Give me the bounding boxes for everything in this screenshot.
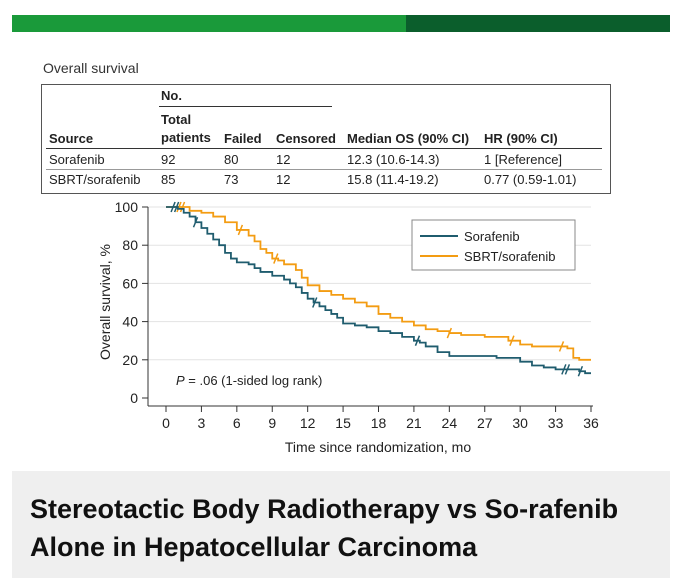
summary-table (41, 84, 611, 194)
censor-mark (577, 365, 584, 377)
censor-mark (273, 253, 279, 264)
censor-mark (192, 217, 199, 228)
censor-mark (561, 364, 567, 375)
legend-box (411, 219, 576, 271)
row-hr: 1 [Reference] (484, 152, 563, 167)
x-tick-label: 27 (477, 415, 493, 431)
x-tick-label: 6 (233, 415, 241, 431)
y-tick-label: 0 (130, 390, 138, 406)
survival-curve-sorafenib (166, 206, 591, 375)
axes (142, 206, 593, 412)
p-value-annotation: P = .06 (1-sided log rank) (176, 373, 322, 388)
legend: Sorafenib SBRT/sorafenib (411, 219, 576, 271)
x-tick-label: 36 (583, 415, 599, 431)
section-title: Overall survival (43, 60, 139, 76)
y-tick-label: 80 (122, 237, 138, 253)
row-censored: 12 (276, 172, 291, 187)
table-group-header: No. (161, 88, 182, 103)
censor-mark (173, 201, 180, 213)
header-source: Source (49, 131, 94, 146)
row-censored: 12 (276, 152, 291, 167)
header-total-line1: Total (161, 112, 192, 127)
header-rule (46, 148, 602, 149)
header-censored: Censored (276, 131, 336, 146)
p-value-text: = .06 (1-sided log rank) (185, 373, 323, 388)
x-tick-label: 24 (442, 415, 458, 431)
x-tick-label: 0 (162, 415, 170, 431)
censor-mark (179, 201, 186, 213)
row-total: 92 (161, 152, 176, 167)
censor-mark (564, 364, 571, 375)
legend-label-sorafenib: Sorafenib (464, 229, 520, 244)
header-bar-green-segment (12, 15, 406, 32)
footer-banner (12, 471, 670, 578)
censor-mark (509, 335, 515, 346)
censor-mark (237, 224, 244, 236)
row-median-os: 15.8 (11.4-19.2) (347, 172, 439, 187)
censor-mark (176, 201, 182, 213)
censor-mark (414, 335, 421, 346)
row-failed: 73 (224, 172, 239, 187)
y-tick-label: 20 (122, 352, 138, 368)
survival-curves (166, 201, 591, 377)
x-tick-label: 15 (335, 415, 351, 431)
header-failed: Failed (224, 131, 262, 146)
x-tick-label: 12 (300, 415, 316, 431)
row-source: Sorafenib (49, 152, 105, 167)
y-tick-label: 100 (115, 199, 139, 215)
censor-mark (312, 297, 318, 308)
x-tick-label: 9 (268, 415, 276, 431)
censor-mark (170, 201, 176, 213)
censor-mark (558, 341, 565, 352)
x-tick-label: 30 (512, 415, 528, 431)
row-divider (46, 169, 602, 170)
row-total: 85 (161, 172, 176, 187)
censor-mark (446, 327, 453, 339)
header-bar-dark-segment (406, 15, 670, 32)
article-title: Stereotactic Body Radiotherapy vs So-raf… (30, 494, 619, 562)
p-symbol: P (176, 373, 185, 388)
header-total-line2: patients (161, 130, 211, 145)
row-source: SBRT/sorafenib (49, 172, 141, 187)
y-tick-label: 40 (122, 314, 138, 330)
y-tick-label: 60 (122, 275, 138, 291)
row-failed: 80 (224, 152, 239, 167)
row-median-os: 12.3 (10.6-14.3) (347, 152, 440, 167)
row-hr: 0.77 (0.59-1.01) (484, 172, 577, 187)
x-tick-label: 21 (406, 415, 422, 431)
survival-curve-sbrt-sorafenib (166, 206, 591, 361)
x-tick-label: 3 (198, 415, 206, 431)
y-axis-label: Overall survival, % (97, 244, 113, 360)
x-tick-label: 18 (371, 415, 387, 431)
legend-label-sbrt: SBRT/sorafenib (464, 249, 556, 264)
header-color-bar (12, 15, 670, 32)
group-header-rule (159, 106, 332, 107)
x-axis-label: Time since randomization, mo (285, 439, 471, 455)
x-tick-label: 33 (548, 415, 564, 431)
header-hr: HR (90% CI) (484, 131, 558, 146)
header-median-os: Median OS (90% CI) (347, 131, 470, 146)
